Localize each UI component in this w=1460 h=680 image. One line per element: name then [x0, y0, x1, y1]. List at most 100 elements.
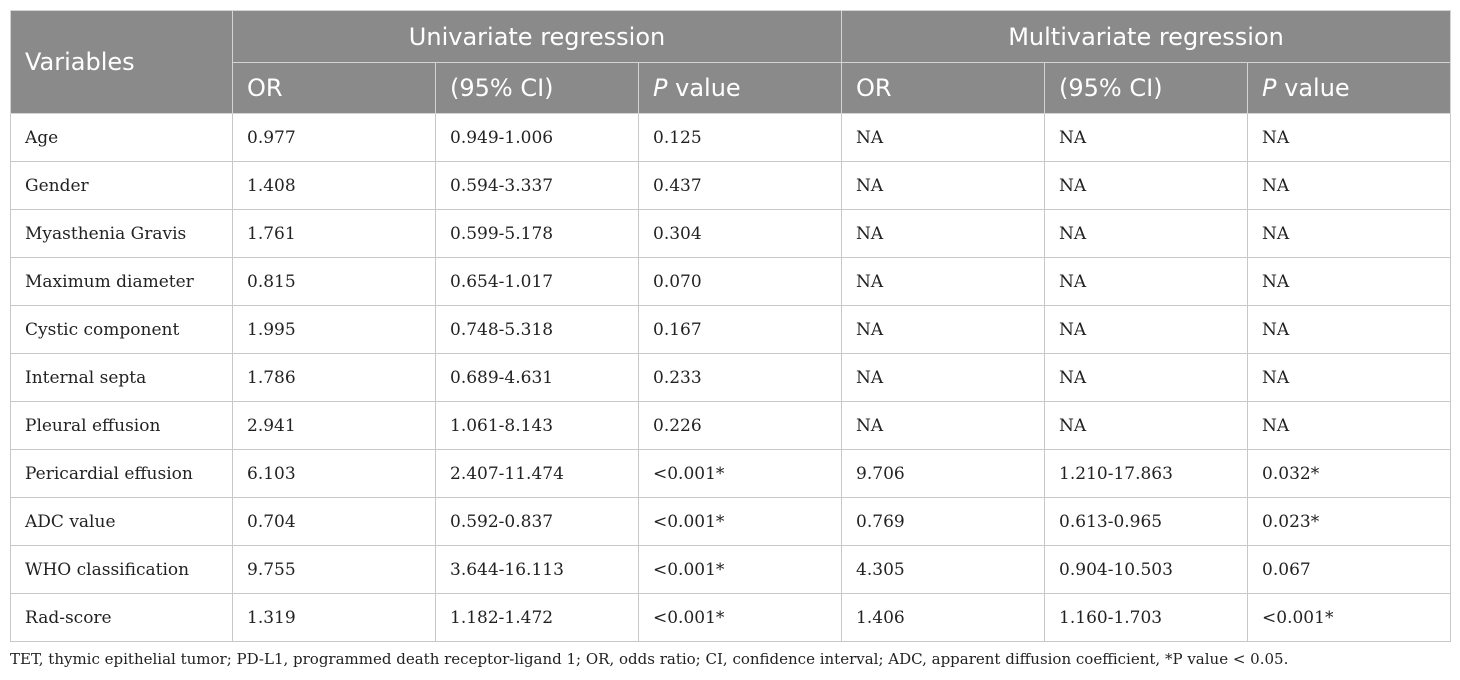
cell-m-p: NA — [1247, 305, 1452, 354]
cell-u-p: 0.226 — [637, 401, 843, 450]
header-m-p: P value — [1247, 62, 1452, 114]
cell-variable: Rad-score — [10, 593, 233, 642]
table-row: Pericardial effusion 6.103 2.407-11.474 <0.… — [10, 449, 1452, 498]
cell-m-p: 0.023* — [1247, 497, 1452, 546]
cell-u-p: <0.001* — [637, 497, 843, 546]
table-row: Age 0.977 0.949-1.006 0.125 NA NA NA — [10, 113, 1452, 162]
table-footnote: TET, thymic epithelial tumor; PD-L1, pro… — [10, 650, 1289, 668]
table-row: Internal septa 1.786 0.689-4.631 0.233 NA NA N… — [10, 353, 1452, 402]
cell-u-p: 0.167 — [637, 305, 843, 354]
cell-u-or: 6.103 — [232, 449, 436, 498]
cell-m-ci: 0.613-0.965 — [1044, 497, 1249, 546]
header-variables: Variables — [10, 10, 233, 114]
header-u-ci: (95% CI) — [435, 62, 639, 114]
table-row: Gender 1.408 0.594-3.337 0.437 NA NA NA — [10, 161, 1452, 210]
cell-m-or: NA — [841, 401, 1046, 450]
cell-m-ci: NA — [1044, 209, 1249, 258]
table-row: Cystic component 1.995 0.748-5.318 0.167 NA N… — [10, 305, 1452, 354]
cell-u-ci: 1.182-1.472 — [435, 593, 639, 642]
cell-u-ci: 0.594-3.337 — [435, 161, 639, 210]
cell-m-ci: NA — [1044, 113, 1249, 162]
header-multivariate: Multivariate regression — [841, 10, 1452, 63]
cell-u-or: 1.408 — [232, 161, 436, 210]
cell-u-or: 1.761 — [232, 209, 436, 258]
cell-u-or: 0.977 — [232, 113, 436, 162]
cell-m-p: NA — [1247, 161, 1452, 210]
cell-variable: WHO classification — [10, 545, 233, 594]
cell-u-ci: 0.592-0.837 — [435, 497, 639, 546]
header-u-or: OR — [232, 62, 436, 114]
cell-m-p: 0.032* — [1247, 449, 1452, 498]
cell-u-p: <0.001* — [637, 593, 843, 642]
cell-variable: Myasthenia Gravis — [10, 209, 233, 258]
cell-u-or: 9.755 — [232, 545, 436, 594]
header-u-p-rest: value — [667, 74, 741, 102]
cell-u-or: 1.786 — [232, 353, 436, 402]
cell-m-p: NA — [1247, 401, 1452, 450]
cell-m-or: NA — [841, 209, 1046, 258]
cell-u-or: 1.319 — [232, 593, 436, 642]
cell-m-p: NA — [1247, 353, 1452, 402]
cell-u-p: 0.304 — [637, 209, 843, 258]
cell-m-ci: NA — [1044, 161, 1249, 210]
cell-m-p: NA — [1247, 257, 1452, 306]
header-m-ci: (95% CI) — [1044, 62, 1249, 114]
table-row: WHO classification 9.755 3.644-16.113 <0.00… — [10, 545, 1452, 594]
table-row: ADC value 0.704 0.592-0.837 <0.001* 0.769 0.6… — [10, 497, 1452, 546]
cell-variable: Age — [10, 113, 233, 162]
header-m-p-rest: value — [1276, 74, 1350, 102]
regression-table: Variables Univariate regression Multivar… — [10, 10, 1452, 642]
table-row: Myasthenia Gravis 1.761 0.599-5.178 0.304 NA… — [10, 209, 1452, 258]
cell-u-or: 0.704 — [232, 497, 436, 546]
header-u-p-italic: P — [653, 74, 668, 102]
cell-m-p: NA — [1247, 113, 1452, 162]
cell-u-ci: 1.061-8.143 — [435, 401, 639, 450]
cell-u-ci: 0.748-5.318 — [435, 305, 639, 354]
table-row: Pleural effusion 2.941 1.061-8.143 0.226 NA N… — [10, 401, 1452, 450]
cell-u-p: <0.001* — [637, 545, 843, 594]
table-row: Maximum diameter 0.815 0.654-1.017 0.070 NA N… — [10, 257, 1452, 306]
table-header: Variables Univariate regression Multivar… — [10, 10, 1452, 114]
cell-u-ci: 0.654-1.017 — [435, 257, 639, 306]
cell-m-ci: NA — [1044, 401, 1249, 450]
cell-variable: Cystic component — [10, 305, 233, 354]
cell-m-p: 0.067 — [1247, 545, 1452, 594]
cell-variable: Pleural effusion — [10, 401, 233, 450]
cell-m-or: NA — [841, 161, 1046, 210]
cell-u-p: 0.070 — [637, 257, 843, 306]
cell-u-p: 0.233 — [637, 353, 843, 402]
cell-m-or: 9.706 — [841, 449, 1046, 498]
cell-m-ci: NA — [1044, 305, 1249, 354]
cell-u-ci: 0.949-1.006 — [435, 113, 639, 162]
cell-u-or: 1.995 — [232, 305, 436, 354]
cell-m-or: 4.305 — [841, 545, 1046, 594]
cell-u-p: 0.437 — [637, 161, 843, 210]
cell-m-ci: NA — [1044, 353, 1249, 402]
cell-m-ci: NA — [1044, 257, 1249, 306]
cell-u-ci: 0.599-5.178 — [435, 209, 639, 258]
cell-variable: Internal septa — [10, 353, 233, 402]
cell-m-or: NA — [841, 257, 1046, 306]
header-univariate: Univariate regression — [231, 10, 843, 63]
cell-variable: Gender — [10, 161, 233, 210]
cell-m-or: 0.769 — [841, 497, 1046, 546]
table-body: Age 0.977 0.949-1.006 0.125 NA NA NA Gender 1.4… — [10, 113, 1452, 642]
cell-m-ci: 1.160-1.703 — [1044, 593, 1249, 642]
cell-m-p: NA — [1247, 209, 1452, 258]
cell-u-ci: 0.689-4.631 — [435, 353, 639, 402]
cell-m-p: <0.001* — [1247, 593, 1452, 642]
header-m-p-italic: P — [1262, 74, 1277, 102]
table-row: Rad-score 1.319 1.182-1.472 <0.001* 1.406 1.1… — [10, 593, 1452, 642]
cell-m-or: NA — [841, 353, 1046, 402]
cell-u-p: <0.001* — [637, 449, 843, 498]
cell-u-p: 0.125 — [637, 113, 843, 162]
cell-variable: Maximum diameter — [10, 257, 233, 306]
cell-u-or: 0.815 — [232, 257, 436, 306]
cell-u-or: 2.941 — [232, 401, 436, 450]
cell-variable: Pericardial effusion — [10, 449, 233, 498]
cell-u-ci: 3.644-16.113 — [435, 545, 639, 594]
cell-u-ci: 2.407-11.474 — [435, 449, 639, 498]
cell-variable: ADC value — [10, 497, 233, 546]
cell-m-or: NA — [841, 305, 1046, 354]
cell-m-or: 1.406 — [841, 593, 1046, 642]
